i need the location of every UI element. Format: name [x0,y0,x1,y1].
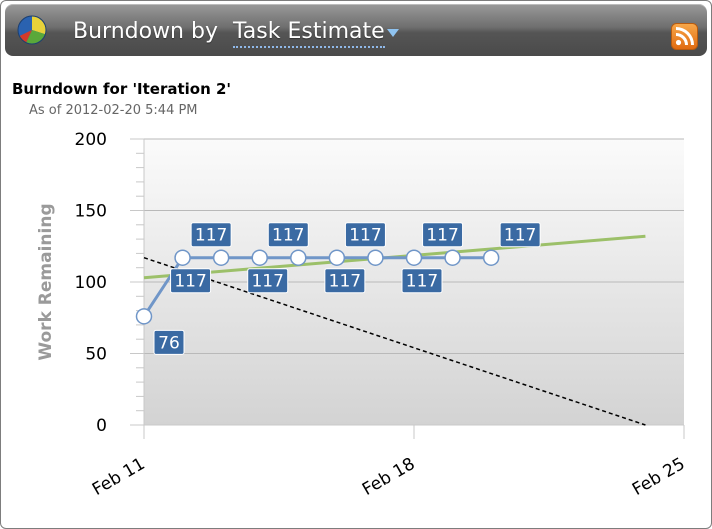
data-point [367,249,384,266]
data-point [251,249,268,266]
data-point [482,249,500,266]
data-point [212,249,230,266]
data-label: 117 [504,226,536,246]
y-tick-label: 200 [75,130,107,150]
data-point [444,249,461,266]
data-label-box [401,268,443,294]
data-label-box [267,222,309,248]
data-label: 117 [251,272,283,292]
data-label-box [499,222,541,248]
x-tick-label: Feb 11 [89,454,148,500]
data-label: 76 [158,333,180,353]
data-label: 117 [349,226,381,246]
data-point [405,249,423,266]
data-label-box [422,222,464,248]
estimate-type-select[interactable]: Task Estimate [233,19,385,48]
x-tick-label: Feb 25 [629,454,688,500]
rss-icon[interactable] [671,23,698,50]
data-label-box [344,222,386,248]
y-axis-title: Work Remaining [36,203,56,360]
chart-as-of-timestamp: As of 2012-02-20 5:44 PM [29,103,198,118]
data-label: 117 [272,226,304,246]
data-point [135,308,153,325]
data-point [174,249,191,266]
y-tick-label: 150 [75,202,107,222]
x-tick-label: Feb 18 [359,454,418,500]
y-tick-label: 0 [96,416,107,436]
data-label: 117 [406,272,438,292]
data-label-box [324,268,366,294]
data-label: 117 [329,272,361,292]
data-label: 117 [174,272,206,292]
data-label-box [170,268,212,294]
data-point [290,249,307,266]
y-tick-label: 50 [85,345,107,365]
pie-chart-icon [17,15,47,45]
actual-line [142,256,492,318]
y-tick-label: 100 [75,273,107,293]
dropdown-caret-icon[interactable] [387,29,399,37]
data-label-box [190,222,232,248]
data-point [328,249,346,266]
widget-title: Burndown by [73,19,218,44]
data-label-box [153,329,185,355]
burndown-chart: 0 50 100 150 200 Feb 11 Feb 18 Feb 25 Work Remai… [36,130,689,500]
data-label: 117 [195,226,227,246]
widget-titlebar: Burndown by Task Estimate [5,4,707,56]
data-label: 117 [426,226,458,246]
chart-title: Burndown for 'Iteration 2' [12,80,232,98]
data-label-box [247,268,289,294]
